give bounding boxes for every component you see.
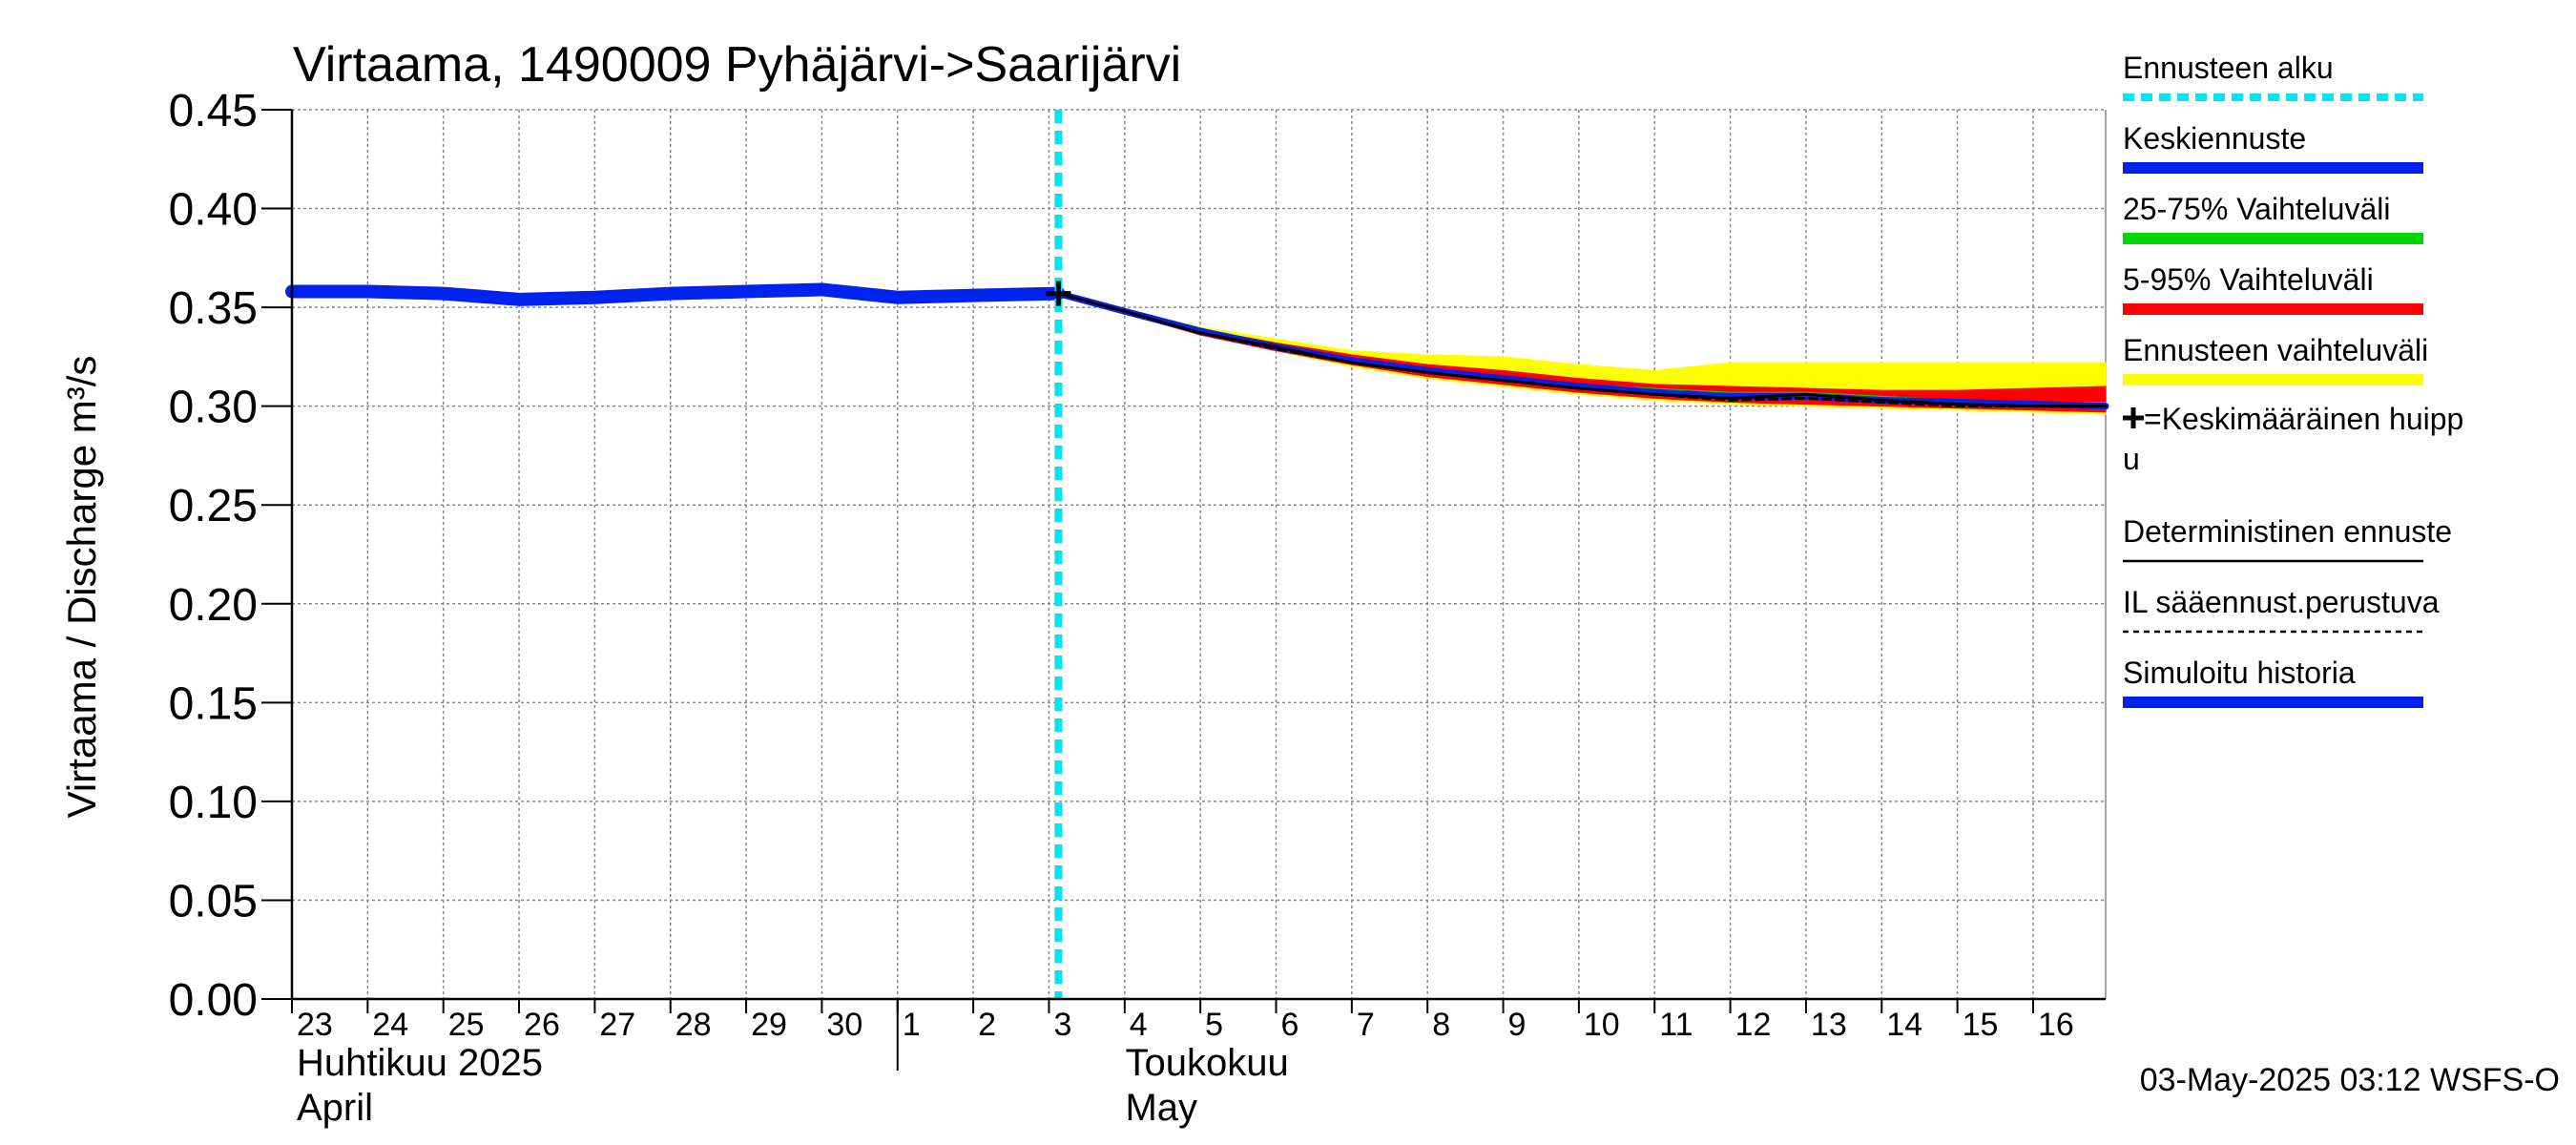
- axes: 0.00 0.05 0.10 0.15 0.20 0.25 0.30 0.35 0.40 0.45…: [169, 86, 2106, 1043]
- y-tick-label: 0.10: [169, 778, 258, 828]
- x-tick-label: 2: [978, 1007, 996, 1043]
- legend-label: Simuloitu historia: [2123, 656, 2356, 690]
- legend-item: 25-75% Vaihteluväli: [2123, 192, 2423, 244]
- x-tick-label: 4: [1130, 1007, 1148, 1043]
- y-tick-label: 0.25: [169, 481, 258, 531]
- x-tick-label: 30: [826, 1007, 862, 1043]
- legend-label: 25-75% Vaihteluväli: [2123, 192, 2390, 226]
- legend-item: Keskiennuste: [2123, 121, 2423, 174]
- x-tick-label: 16: [2038, 1007, 2074, 1043]
- x-tick-label: 11: [1659, 1007, 1693, 1043]
- y-tick-label: 0.05: [169, 876, 258, 926]
- legend-item: Deterministinen ennuste: [2123, 514, 2452, 563]
- month-label-en: May: [1125, 1087, 1197, 1129]
- il-forecast-line: [1056, 292, 2108, 408]
- series-lines: [285, 110, 2109, 999]
- history-line: [285, 282, 1066, 306]
- x-tick-label: 24: [372, 1007, 408, 1043]
- legend-item: Simuloitu historia: [2123, 656, 2423, 708]
- y-tick-label: 0.40: [169, 185, 258, 236]
- legend-item: Ennusteen alku: [2123, 51, 2423, 101]
- y-axis-label: Virtaama / Discharge m³/s: [59, 356, 104, 819]
- x-tick-label: 9: [1508, 1007, 1527, 1043]
- x-tick-label: 27: [599, 1007, 635, 1043]
- month-label: Toukokuu: [1125, 1042, 1288, 1084]
- x-tick-label: 5: [1205, 1007, 1223, 1043]
- legend-item: 5-95% Vaihteluväli: [2123, 262, 2423, 315]
- x-tick-label: 1: [903, 1007, 921, 1043]
- forecast-bands: [1058, 293, 2107, 415]
- legend-label: Ennusteen vaihteluväli: [2123, 333, 2428, 367]
- y-tick-label: 0.30: [169, 383, 258, 433]
- legend: Ennusteen alku Keskiennuste 25-75% Vaihtel…: [2123, 51, 2463, 708]
- x-tick-label: 13: [1811, 1007, 1847, 1043]
- x-tick-label: 25: [448, 1007, 485, 1043]
- y-tick-label: 0.20: [169, 580, 258, 631]
- y-tick-label: 0.35: [169, 283, 258, 334]
- legend-label: =Keskimääräinen huipp: [2144, 402, 2463, 436]
- x-tick-label: 26: [524, 1007, 560, 1043]
- grid: [292, 109, 2107, 999]
- y-tick-label: 0.15: [169, 678, 258, 729]
- y-tick-label: 0.00: [169, 975, 258, 1026]
- legend-item: IL sääennust.perustuva: [2123, 585, 2440, 634]
- footer-timestamp: 03-May-2025 03:12 WSFS-O: [2140, 1062, 2560, 1098]
- x-tick-label: 14: [1886, 1007, 1922, 1043]
- legend-label: 5-95% Vaihteluväli: [2123, 262, 2374, 297]
- legend-label: Ennusteen alku: [2123, 51, 2334, 85]
- month-label-en: April: [297, 1087, 373, 1129]
- peak-marker: [1046, 281, 1071, 306]
- legend-label: IL sääennust.perustuva: [2123, 585, 2440, 619]
- legend-label: Keskiennuste: [2123, 121, 2306, 156]
- x-tick-label: 28: [675, 1007, 712, 1043]
- legend-item: Ennusteen vaihteluväli: [2123, 333, 2428, 385]
- x-tick-label: 10: [1584, 1007, 1620, 1043]
- x-tick-label: 23: [297, 1007, 333, 1043]
- x-tick-label: 29: [751, 1007, 787, 1043]
- x-tick-label: 3: [1053, 1007, 1071, 1043]
- x-tick-label: 6: [1280, 1007, 1298, 1043]
- x-tick-label: 7: [1357, 1007, 1375, 1043]
- y-tick-label: 0.45: [169, 86, 258, 136]
- x-tick-label: 8: [1432, 1007, 1450, 1043]
- legend-label-cont: u: [2123, 442, 2140, 476]
- x-tick-label: 15: [1963, 1007, 1999, 1043]
- x-tick-label: 12: [1735, 1007, 1772, 1043]
- legend-label: Deterministinen ennuste: [2123, 514, 2452, 549]
- month-label: Huhtikuu 2025: [297, 1042, 543, 1084]
- chart-title: Virtaama, 1490009 Pyhäjärvi->Saarijärvi: [293, 37, 1181, 93]
